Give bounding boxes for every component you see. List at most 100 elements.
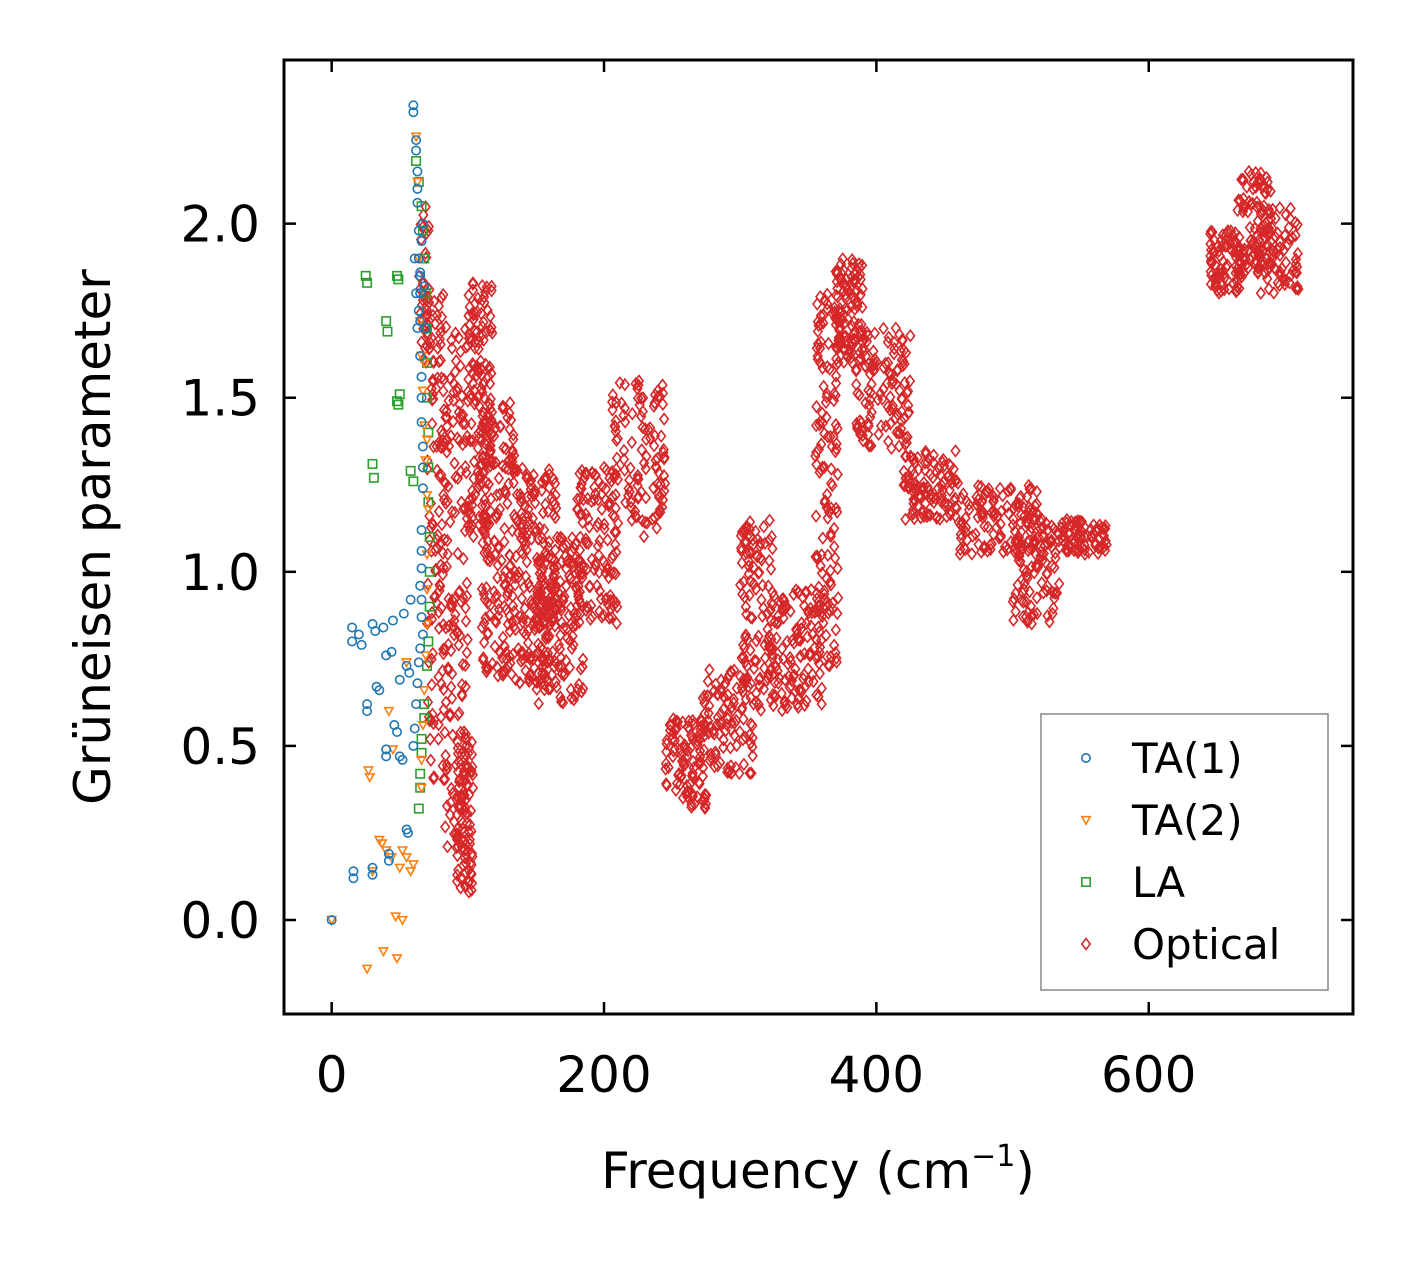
data-point xyxy=(434,332,445,347)
data-point xyxy=(811,445,822,460)
data-point xyxy=(830,623,842,637)
data-point xyxy=(1292,279,1303,294)
data-point xyxy=(830,312,842,327)
data-point xyxy=(416,417,427,428)
data-point xyxy=(394,389,405,400)
data-point xyxy=(555,530,566,545)
data-point xyxy=(783,669,795,684)
data-point xyxy=(693,756,704,770)
data-point xyxy=(699,800,711,814)
data-point xyxy=(422,577,434,591)
data-point xyxy=(832,561,843,576)
data-point xyxy=(424,531,435,542)
data-point xyxy=(757,609,768,623)
data-point xyxy=(820,395,832,410)
data-point xyxy=(492,596,504,611)
data-point xyxy=(382,326,393,337)
data-point xyxy=(535,590,546,604)
data-point xyxy=(484,417,496,431)
data-point xyxy=(435,321,446,335)
data-point xyxy=(482,303,493,318)
data-point xyxy=(416,236,427,247)
data-point xyxy=(416,392,427,403)
data-point xyxy=(788,587,799,602)
data-point xyxy=(737,701,748,715)
data-point xyxy=(827,596,838,610)
data-point xyxy=(555,603,567,617)
data-point xyxy=(900,449,911,464)
data-point xyxy=(485,598,496,612)
data-point xyxy=(543,540,554,555)
data-point xyxy=(859,343,870,358)
data-point xyxy=(568,637,579,652)
data-point xyxy=(818,616,829,630)
data-point xyxy=(587,610,598,624)
data-point xyxy=(737,732,749,747)
data-point xyxy=(1233,268,1244,283)
data-point xyxy=(549,583,560,598)
data-point xyxy=(451,874,463,889)
data-point xyxy=(598,554,610,569)
data-point xyxy=(513,565,525,580)
data-point xyxy=(1274,201,1286,215)
data-point xyxy=(504,406,515,420)
data-point xyxy=(1022,543,1034,558)
data-point xyxy=(466,416,477,431)
data-point xyxy=(861,334,873,349)
data-point xyxy=(658,468,670,483)
data-point xyxy=(453,754,464,769)
data-point xyxy=(512,525,524,540)
data-point xyxy=(821,649,833,664)
data-point xyxy=(1209,258,1221,272)
data-point xyxy=(649,396,660,410)
data-point xyxy=(599,522,610,536)
data-point xyxy=(1255,221,1266,236)
data-point xyxy=(601,591,612,606)
data-point xyxy=(578,492,589,507)
data-point xyxy=(450,326,461,340)
data-point xyxy=(759,536,771,551)
data-point xyxy=(627,407,638,421)
data-point xyxy=(424,601,435,612)
data-point xyxy=(1284,232,1295,246)
data-point xyxy=(493,471,505,486)
data-point xyxy=(457,437,468,452)
data-point xyxy=(520,530,532,544)
data-point xyxy=(421,585,433,596)
data-point xyxy=(670,783,682,797)
data-point xyxy=(593,493,604,507)
data-point xyxy=(420,651,432,662)
data-point xyxy=(520,569,532,584)
data-point xyxy=(916,506,928,520)
data-point xyxy=(1231,280,1243,294)
data-point xyxy=(580,507,592,521)
data-point xyxy=(658,442,669,457)
data-point xyxy=(1026,616,1037,631)
data-point xyxy=(437,567,449,582)
data-point xyxy=(362,706,373,717)
data-point xyxy=(1024,584,1035,599)
data-point xyxy=(543,630,554,645)
data-point xyxy=(477,278,488,293)
data-point xyxy=(896,392,908,407)
data-point xyxy=(487,416,499,431)
data-point xyxy=(436,290,447,305)
data-point xyxy=(512,463,523,478)
data-point xyxy=(991,520,1002,535)
data-point xyxy=(819,495,830,510)
data-point xyxy=(542,596,554,611)
x-tick-label: 400 xyxy=(829,1046,924,1104)
data-point xyxy=(432,341,443,356)
data-point xyxy=(825,501,837,515)
y-tick-label: 0.0 xyxy=(180,892,260,950)
data-point xyxy=(438,560,449,575)
data-point xyxy=(966,547,978,561)
data-point xyxy=(822,430,834,444)
data-point xyxy=(793,683,805,697)
data-point xyxy=(555,533,566,548)
data-point xyxy=(486,279,497,294)
data-point xyxy=(626,435,638,450)
data-point xyxy=(457,816,469,830)
legend-marker xyxy=(1081,876,1092,887)
data-point xyxy=(383,706,395,717)
